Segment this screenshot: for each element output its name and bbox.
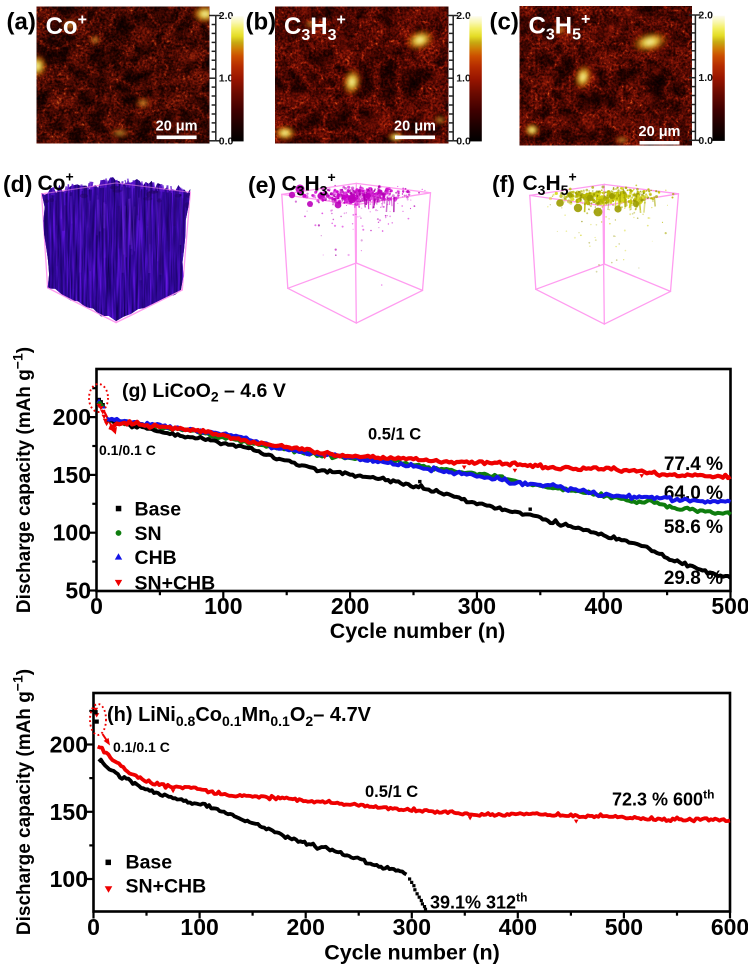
svg-text:Discharge capacity (mAh g−1): Discharge capacity (mAh g−1) <box>9 669 35 935</box>
svg-text:58.6 %: 58.6 % <box>664 517 723 538</box>
svg-text:200: 200 <box>50 732 88 758</box>
svg-text:100: 100 <box>204 593 242 619</box>
svg-text:20 μm: 20 μm <box>156 119 198 135</box>
svg-text:200: 200 <box>331 593 369 619</box>
svg-text:0.0: 0.0 <box>456 135 471 147</box>
svg-text:200: 200 <box>287 914 325 940</box>
svg-text:0.1/0.1 C: 0.1/0.1 C <box>99 442 156 458</box>
svg-text:600: 600 <box>711 914 748 940</box>
svg-text:72.3 % 600th: 72.3 % 600th <box>612 787 714 809</box>
svg-text:(d): (d) <box>3 171 32 197</box>
svg-text:400: 400 <box>499 914 537 940</box>
svg-text:300: 300 <box>393 914 431 940</box>
svg-text:50: 50 <box>65 578 91 604</box>
svg-text:SN+CHB: SN+CHB <box>135 573 216 595</box>
svg-text:100: 100 <box>53 520 91 546</box>
svg-text:Cycle number (n): Cycle number (n) <box>330 619 506 643</box>
svg-text:Discharge capacity (mAh g−1): Discharge capacity (mAh g−1) <box>9 347 35 613</box>
svg-text:(g) LiCoO2 – 4.6 V: (g) LiCoO2 – 4.6 V <box>122 380 286 405</box>
svg-text:20 μm: 20 μm <box>394 119 436 135</box>
svg-text:SN: SN <box>135 523 162 545</box>
svg-text:Base: Base <box>126 852 173 874</box>
svg-text:1.0: 1.0 <box>698 72 713 84</box>
svg-text:CHB: CHB <box>135 547 177 569</box>
svg-text:1.0: 1.0 <box>456 73 471 85</box>
svg-text:0: 0 <box>90 593 103 619</box>
svg-text:150: 150 <box>50 799 88 825</box>
svg-text:77.4 %: 77.4 % <box>664 454 723 475</box>
svg-text:2.0: 2.0 <box>698 10 713 22</box>
svg-text:(f): (f) <box>492 171 515 197</box>
svg-text:300: 300 <box>458 593 496 619</box>
svg-text:(a): (a) <box>7 9 36 36</box>
svg-text:Base: Base <box>135 499 182 521</box>
svg-text:20 μm: 20 μm <box>639 124 681 140</box>
svg-text:2.0: 2.0 <box>456 10 471 22</box>
svg-text:150: 150 <box>53 462 91 488</box>
svg-text:0.1/0.1 C: 0.1/0.1 C <box>113 739 170 755</box>
svg-text:0.0: 0.0 <box>698 135 713 147</box>
svg-text:100: 100 <box>180 914 218 940</box>
svg-text:SN+CHB: SN+CHB <box>126 876 207 898</box>
svg-text:39.1% 312th: 39.1% 312th <box>430 890 527 912</box>
svg-text:400: 400 <box>585 593 623 619</box>
svg-text:0.5/1 C: 0.5/1 C <box>368 426 421 444</box>
svg-text:(e): (e) <box>248 172 276 198</box>
svg-text:100: 100 <box>50 866 88 892</box>
svg-text:0: 0 <box>87 914 100 940</box>
svg-text:(h) LiNi0.8Co0.1Mn0.1O2– 4.7V: (h) LiNi0.8Co0.1Mn0.1O2– 4.7V <box>107 704 372 729</box>
svg-text:500: 500 <box>711 593 748 619</box>
svg-text:200: 200 <box>53 404 91 430</box>
svg-text:(c): (c) <box>490 9 519 36</box>
svg-text:500: 500 <box>605 914 643 940</box>
svg-text:(b): (b) <box>246 9 277 36</box>
svg-text:Cycle number (n): Cycle number (n) <box>324 941 500 965</box>
svg-text:29.8 %: 29.8 % <box>664 568 723 589</box>
svg-text:0.5/1 C: 0.5/1 C <box>365 783 418 801</box>
